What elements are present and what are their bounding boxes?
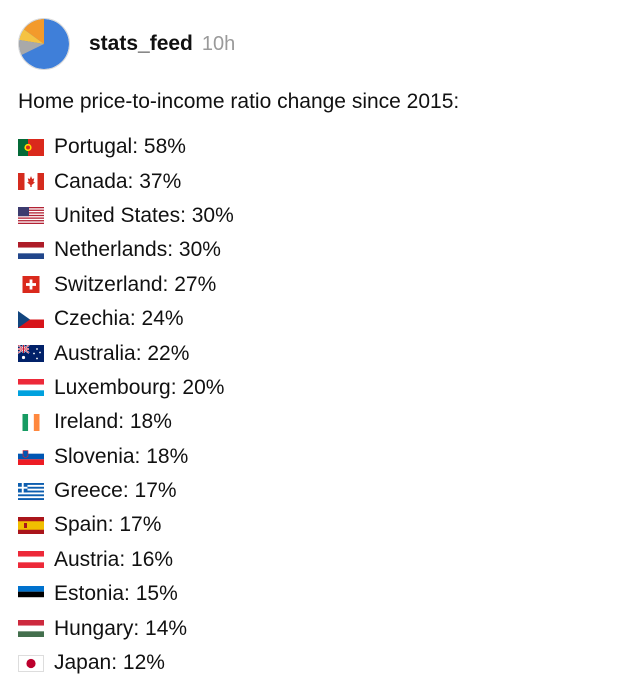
list-item-text: Netherlands: 30%	[54, 238, 221, 262]
greece-flag-icon	[18, 482, 44, 500]
list-item-text: Ireland: 18%	[54, 410, 172, 434]
list-item: United States: 30%	[18, 199, 234, 233]
list-item-text: Czechia: 24%	[54, 307, 184, 331]
united-states-flag-icon	[18, 207, 44, 225]
list-item: Netherlands: 30%	[18, 233, 234, 267]
luxembourg-flag-icon	[18, 379, 44, 397]
japan-flag-icon	[18, 654, 44, 672]
spain-flag-icon	[18, 516, 44, 534]
list-item-text: Spain: 17%	[54, 513, 162, 537]
list-item: Estonia: 15%	[18, 577, 234, 611]
list-item-text: Switzerland: 27%	[54, 272, 217, 296]
list-item-text: Austria: 16%	[54, 547, 174, 571]
list-item: Czechia: 24%	[18, 302, 234, 336]
list-item: Austria: 16%	[18, 543, 234, 577]
list-item: Portugal: 58%	[18, 130, 234, 164]
list-item-text: Hungary: 14%	[54, 616, 188, 640]
timestamp: 10h	[201, 32, 236, 55]
ireland-flag-icon	[22, 413, 40, 431]
post-header: stats_feed 10h	[18, 18, 235, 70]
list-item-text: Slovenia: 18%	[54, 444, 189, 468]
list-item: Hungary: 14%	[18, 611, 234, 645]
list-item: Canada: 37%	[18, 164, 234, 198]
list-item-text: Portugal: 58%	[54, 135, 186, 159]
switzerland-flag-icon	[22, 276, 40, 294]
estonia-flag-icon	[18, 585, 44, 603]
list-item-text: Luxembourg: 20%	[54, 375, 225, 399]
netherlands-flag-icon	[18, 241, 44, 259]
australia-flag-icon	[18, 345, 44, 363]
list-item: Greece: 17%	[18, 474, 234, 508]
country-list: Portugal: 58% Canada: 37% United States:…	[18, 130, 234, 680]
list-item: Japan: 12%	[18, 646, 234, 680]
list-item: Australia: 22%	[18, 336, 234, 370]
list-item-text: Greece: 17%	[54, 479, 177, 503]
hungary-flag-icon	[18, 620, 44, 638]
list-item: Spain: 17%	[18, 508, 234, 542]
pie-chart-avatar-icon	[19, 19, 69, 69]
list-item: Slovenia: 18%	[18, 440, 234, 474]
username[interactable]: stats_feed	[89, 32, 193, 55]
list-item-text: United States: 30%	[54, 203, 234, 227]
list-item: Luxembourg: 20%	[18, 371, 234, 405]
list-item-text: Australia: 22%	[54, 341, 190, 365]
list-item-text: Estonia: 15%	[54, 582, 178, 606]
slovenia-flag-icon	[18, 448, 44, 466]
avatar[interactable]	[18, 18, 70, 70]
canada-flag-icon	[18, 173, 44, 191]
list-item: Switzerland: 27%	[18, 268, 234, 302]
austria-flag-icon	[18, 551, 44, 569]
post-headline: Home price-to-income ratio change since …	[18, 90, 460, 113]
list-item-text: Japan: 12%	[54, 651, 165, 675]
list-item: Ireland: 18%	[18, 405, 234, 439]
czechia-flag-icon	[18, 310, 44, 328]
list-item-text: Canada: 37%	[54, 169, 182, 193]
portugal-flag-icon	[18, 138, 44, 156]
